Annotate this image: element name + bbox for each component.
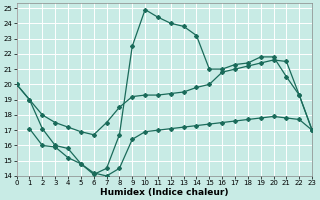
X-axis label: Humidex (Indice chaleur): Humidex (Indice chaleur) [100, 188, 228, 197]
